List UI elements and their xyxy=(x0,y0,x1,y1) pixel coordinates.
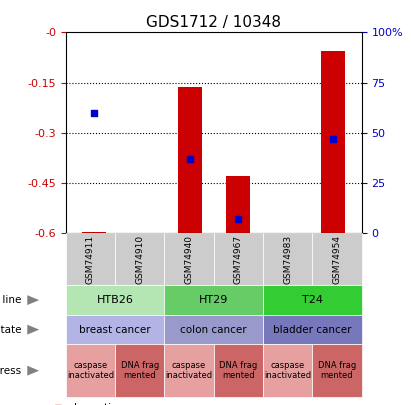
Bar xyxy=(164,286,263,315)
Bar xyxy=(115,344,164,397)
Text: caspase
inactivated: caspase inactivated xyxy=(67,361,114,380)
Bar xyxy=(263,315,362,344)
Bar xyxy=(214,344,263,397)
Text: colon cancer: colon cancer xyxy=(180,325,247,335)
Text: DNA frag
mented: DNA frag mented xyxy=(318,361,356,380)
Polygon shape xyxy=(27,295,39,305)
Text: breast cancer: breast cancer xyxy=(79,325,151,335)
Text: GSM74954: GSM74954 xyxy=(332,234,342,284)
Bar xyxy=(226,176,249,233)
Text: caspase
inactivated: caspase inactivated xyxy=(166,361,212,380)
Text: bladder cancer: bladder cancer xyxy=(273,325,351,335)
Text: log ratio: log ratio xyxy=(74,403,117,405)
Bar xyxy=(83,232,106,233)
Text: stress: stress xyxy=(0,366,21,376)
Bar xyxy=(178,87,202,233)
Polygon shape xyxy=(27,325,39,335)
Bar xyxy=(164,315,263,344)
Point xyxy=(234,215,241,222)
Bar xyxy=(66,233,115,286)
Point xyxy=(187,156,193,162)
Title: GDS1712 / 10348: GDS1712 / 10348 xyxy=(146,15,281,30)
Bar xyxy=(66,315,164,344)
Text: caspase
inactivated: caspase inactivated xyxy=(264,361,311,380)
Bar xyxy=(263,286,362,315)
Text: cell line: cell line xyxy=(0,295,21,305)
Bar xyxy=(164,344,214,397)
Bar xyxy=(263,344,312,397)
Text: DNA frag
mented: DNA frag mented xyxy=(120,361,159,380)
Bar xyxy=(66,344,115,397)
Text: GSM74940: GSM74940 xyxy=(185,234,194,284)
Text: HTB26: HTB26 xyxy=(97,295,134,305)
Text: GSM74967: GSM74967 xyxy=(234,234,243,284)
Bar xyxy=(164,233,214,286)
Bar xyxy=(263,233,312,286)
Bar xyxy=(321,51,345,233)
Point xyxy=(91,109,98,116)
Bar xyxy=(312,233,362,286)
Text: disease state: disease state xyxy=(0,325,21,335)
Text: GSM74911: GSM74911 xyxy=(86,234,95,284)
Text: HT29: HT29 xyxy=(199,295,229,305)
Bar xyxy=(214,233,263,286)
Bar xyxy=(66,286,164,315)
Text: GSM74910: GSM74910 xyxy=(135,234,144,284)
Bar xyxy=(115,233,164,286)
Polygon shape xyxy=(27,366,39,375)
Text: GSM74983: GSM74983 xyxy=(283,234,292,284)
Text: DNA frag
mented: DNA frag mented xyxy=(219,361,258,380)
Point xyxy=(330,135,336,142)
Bar xyxy=(312,344,362,397)
Text: T24: T24 xyxy=(302,295,323,305)
